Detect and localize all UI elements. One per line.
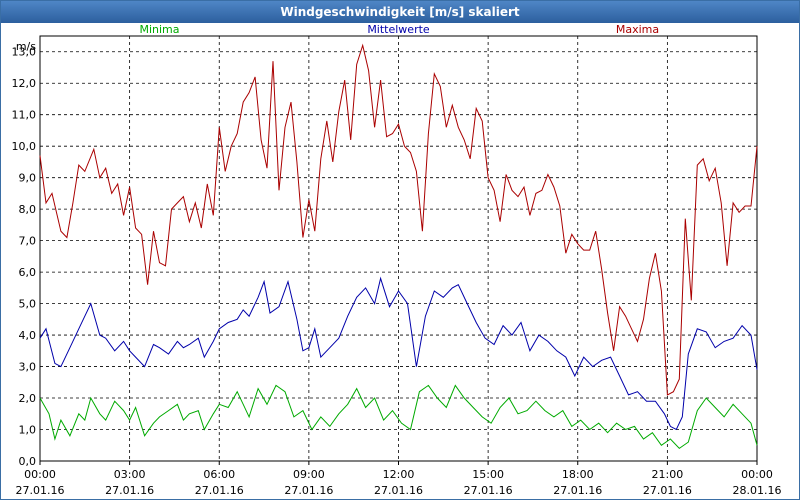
y-tick-label: 4,0: [19, 329, 37, 342]
axes: 0,0 1,0 2,0 3,0 4,0 5,0 6,0 7,0 8,0 9,0 10,0 11,0 12…: [12, 35, 782, 497]
x-tick-time: 03:00: [114, 468, 146, 481]
y-tick-label: 1,0: [19, 424, 37, 437]
y-tick-label: 0,0: [19, 455, 37, 468]
y-tick-label: 3,0: [19, 361, 37, 374]
x-tick-time: 18:00: [562, 468, 594, 481]
x-tick-time: 09:00: [293, 468, 325, 481]
legend-maxima: Maxima: [616, 23, 659, 36]
x-tick-date: 27.01.16: [464, 484, 513, 497]
legend: Minima Mittelwerte Maxima: [139, 23, 659, 36]
series-line-minima: [39, 384, 758, 450]
x-tick-time: 21:00: [652, 468, 684, 481]
x-tick-time: 06:00: [203, 468, 235, 481]
y-tick-label: 12,0: [12, 77, 37, 90]
y-tick-label: 6,0: [19, 266, 37, 279]
y-tick-label: 5,0: [19, 298, 37, 311]
x-tick-time: 15:00: [472, 468, 504, 481]
y-tick-label: 11,0: [12, 109, 37, 122]
x-tick-date: 28.01.16: [733, 484, 782, 497]
chart-title: Windgeschwindigkeit [m/s] skaliert: [1, 1, 799, 23]
x-tick-time: 00:00: [24, 468, 56, 481]
legend-minima: Minima: [139, 23, 179, 36]
x-tick-date: 27.01.16: [105, 484, 154, 497]
y-tick-label: 8,0: [19, 203, 37, 216]
series-line-mittelwerte: [39, 276, 758, 431]
x-tick-date: 27.01.16: [643, 484, 692, 497]
x-tick-date: 27.01.16: [374, 484, 423, 497]
y-tick-label: 10,0: [12, 140, 37, 153]
y-tick-label: 13,0: [12, 46, 37, 59]
y-tick-label: 9,0: [19, 172, 37, 185]
x-tick-date: 27.01.16: [553, 484, 602, 497]
x-tick-time: 12:00: [383, 468, 415, 481]
x-tick-date: 27.01.16: [195, 484, 244, 497]
y-tick-label: 7,0: [19, 235, 37, 248]
y-tick-label: 2,0: [19, 392, 37, 405]
x-tick-date: 27.01.16: [16, 484, 65, 497]
series-line-maxima: [39, 43, 758, 396]
legend-mittelwerte: Mittelwerte: [367, 23, 430, 36]
x-tick-date: 27.01.16: [284, 484, 333, 497]
x-tick-time: 00:00: [741, 468, 773, 481]
y-axis-label: m/s: [16, 40, 36, 53]
grid: [40, 36, 757, 461]
series-lines: [39, 43, 758, 450]
